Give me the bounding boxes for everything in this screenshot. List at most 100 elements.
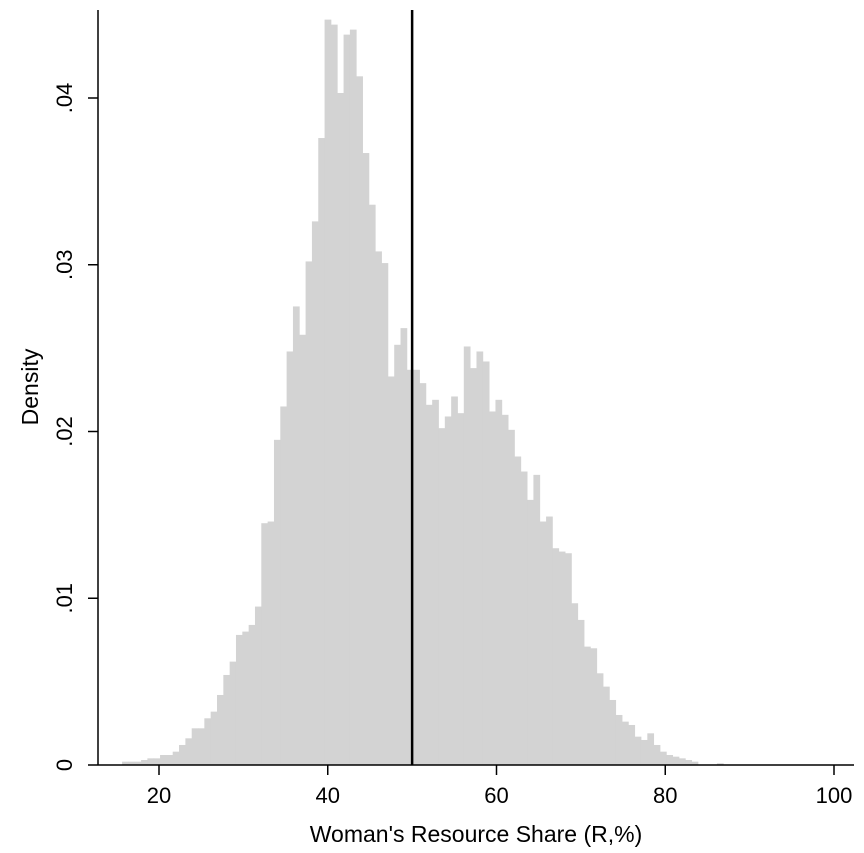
- histogram-bar: [134, 761, 142, 765]
- histogram-bar: [179, 744, 186, 765]
- histogram-bar: [609, 699, 617, 765]
- histogram-bar: [261, 523, 269, 765]
- histogram-bar: [476, 351, 484, 765]
- histogram-bar: [520, 471, 528, 765]
- histogram-bar: [356, 76, 363, 765]
- histogram-bar: [191, 728, 199, 765]
- histogram-bar: [305, 261, 313, 765]
- histogram-bar: [603, 686, 610, 765]
- histogram-bar: [470, 368, 477, 765]
- histogram-bar: [375, 251, 382, 765]
- histogram-bar: [691, 761, 699, 765]
- histogram-bar: [577, 619, 585, 765]
- x-tick-label: 60: [484, 783, 508, 808]
- histogram-bar: [349, 29, 357, 765]
- histogram-bar: [514, 456, 522, 765]
- histogram-bar: [229, 661, 237, 765]
- histogram-bar: [590, 648, 598, 765]
- histogram-bar: [362, 153, 370, 765]
- histogram-bar: [615, 714, 623, 765]
- histogram-bar: [584, 646, 591, 765]
- histogram-bar: [122, 761, 129, 765]
- y-tick-label: 0: [52, 759, 77, 771]
- x-tick-label: 20: [147, 783, 171, 808]
- histogram-bars: [122, 19, 724, 766]
- histogram-bar: [482, 361, 490, 765]
- y-tick-label: .01: [52, 583, 77, 614]
- histogram-bar: [539, 521, 547, 765]
- histogram-bar: [432, 399, 439, 765]
- histogram-bar: [128, 761, 136, 765]
- histogram-bar: [716, 763, 724, 765]
- histogram-bar: [565, 553, 572, 765]
- x-tick-label: 80: [653, 783, 677, 808]
- histogram-bar: [666, 755, 674, 765]
- x-tick-label: 40: [316, 783, 340, 808]
- histogram-bar: [451, 396, 458, 765]
- histogram-bar: [653, 744, 661, 765]
- histogram-bar: [198, 728, 205, 765]
- histogram-bar: [463, 346, 471, 765]
- histogram-bar: [533, 474, 541, 765]
- histogram-bar: [406, 369, 414, 765]
- histogram-bar: [685, 760, 693, 765]
- histogram-bar: [622, 721, 629, 765]
- histogram-bar: [552, 548, 560, 765]
- histogram-bar: [634, 736, 642, 765]
- histogram-bar: [672, 756, 680, 765]
- histogram-bar: [153, 758, 161, 765]
- histogram-bar: [381, 263, 389, 765]
- histogram-bar: [394, 344, 401, 765]
- histogram-bar: [172, 751, 180, 765]
- histogram-bar: [489, 411, 496, 765]
- histogram-bar: [141, 760, 148, 765]
- histogram-bar: [330, 24, 338, 765]
- y-axis-title: Density: [17, 348, 43, 425]
- histogram-bar: [147, 758, 155, 765]
- histogram-bar: [254, 606, 262, 765]
- histogram-bar: [419, 383, 427, 765]
- histogram-bar: [223, 674, 231, 765]
- histogram-bar: [640, 739, 648, 765]
- histogram-bar: [495, 399, 503, 765]
- histogram-bar: [166, 755, 174, 765]
- histogram-bar: [292, 306, 300, 765]
- histogram-bar: [546, 516, 553, 765]
- histogram-bar: [311, 221, 319, 765]
- histogram-bar: [413, 369, 420, 765]
- histogram-bar: [647, 733, 655, 765]
- x-axis-title: Woman's Resource Share (R,%): [310, 821, 642, 847]
- histogram-bar: [527, 499, 534, 765]
- histogram-bar: [628, 724, 636, 765]
- y-tick-label: .04: [52, 83, 77, 114]
- histogram-bar: [425, 404, 433, 765]
- y-tick-label: .03: [52, 249, 77, 280]
- histogram-bar: [299, 334, 306, 765]
- histogram-bar: [185, 738, 193, 765]
- histogram-bar: [217, 694, 224, 765]
- x-tick-label: 100: [816, 783, 853, 808]
- histogram-bar: [558, 551, 566, 765]
- y-axis-ticks: 0 .01 .02 .03 .04: [52, 83, 98, 771]
- histogram-bar: [438, 428, 446, 765]
- histogram-bar: [501, 414, 509, 765]
- y-tick-label: .02: [52, 416, 77, 447]
- histogram-bar: [235, 634, 243, 765]
- histogram-bar: [337, 93, 344, 765]
- histogram-bar: [571, 603, 579, 765]
- histogram-bar: [160, 755, 167, 765]
- histogram-bar: [508, 429, 515, 765]
- histogram-bar: [400, 328, 408, 765]
- histogram-bar: [324, 19, 332, 765]
- histogram-bar: [678, 758, 686, 765]
- x-axis-ticks: 20 40 60 80 100: [147, 765, 853, 808]
- histogram-bar: [286, 351, 294, 765]
- histogram-bar: [457, 413, 465, 765]
- histogram-bar: [267, 521, 275, 765]
- histogram-bar: [343, 34, 351, 765]
- histogram-bar: [204, 718, 212, 765]
- histogram-bar: [210, 711, 218, 765]
- histogram-bar: [280, 406, 288, 765]
- histogram-bar: [273, 439, 281, 765]
